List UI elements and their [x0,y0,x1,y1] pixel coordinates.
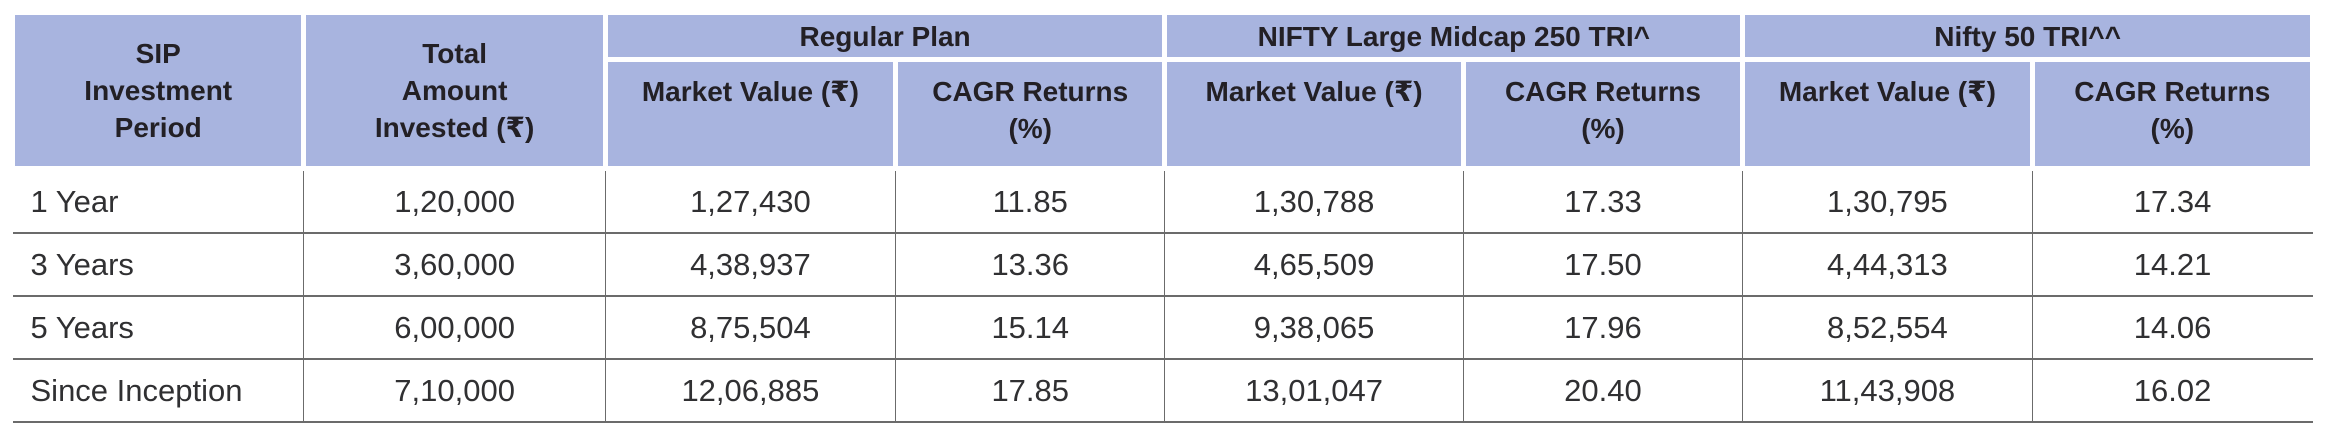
cell-nifty50-market-value: 8,52,554 [1742,296,2033,360]
header-group-nifty-50-tri: Nifty 50 TRI^^ [1740,10,2315,62]
cell-regular-market-value: 12,06,885 [604,359,897,423]
cell-regular-market-value: 8,75,504 [604,296,897,360]
cell-total-invested: 6,00,000 [303,296,606,360]
header-total-amount-invested: Total Amount Invested (₹) [301,10,608,171]
table-header: SIP Investment Period Total Amount Inves… [9,10,2316,171]
cell-nifty-lm250-cagr: 17.33 [1462,168,1744,234]
sip-performance-table: SIP Investment Period Total Amount Inves… [9,10,2316,423]
cell-nifty-lm250-market-value: 1,30,788 [1164,168,1464,234]
cell-nifty50-cagr: 16.02 [2031,359,2313,423]
header-sip-investment-period: SIP Investment Period [9,10,307,171]
cell-regular-market-value: 1,27,430 [604,168,897,234]
cell-period: 1 Year [12,168,305,234]
header-group-regular-plan: Regular Plan [602,10,1168,62]
header-group-row: SIP Investment Period Total Amount Inves… [9,10,2315,171]
cell-nifty-lm250-market-value: 13,01,047 [1164,359,1464,423]
cell-total-invested: 3,60,000 [303,233,606,297]
header-regular-cagr-returns: CAGR Returns (%) [893,57,1168,171]
header-nifty-lm250-cagr-returns: CAGR Returns (%) [1460,57,1746,171]
cell-nifty-lm250-cagr: 17.50 [1462,233,1744,297]
cell-nifty-lm250-market-value: 4,65,509 [1164,233,1464,297]
cell-regular-market-value: 4,38,937 [604,233,897,297]
cell-regular-cagr: 15.14 [895,296,1166,360]
cell-nifty50-cagr: 17.34 [2031,168,2313,234]
cell-nifty-lm250-cagr: 20.40 [1462,359,1744,423]
cell-nifty50-market-value: 4,44,313 [1742,233,2033,297]
cell-total-invested: 1,20,000 [303,168,606,234]
cell-regular-cagr: 11.85 [895,168,1166,234]
cell-regular-cagr: 17.85 [895,359,1166,423]
header-nifty50-cagr-returns: CAGR Returns (%) [2029,57,2316,171]
header-nifty-lm250-market-value: Market Value (₹) [1162,57,1466,171]
table-body: 1 Year 1,20,000 1,27,430 11.85 1,30,788 … [12,168,2313,423]
cell-period: 5 Years [12,296,305,360]
cell-nifty50-cagr: 14.21 [2031,233,2313,297]
cell-nifty50-cagr: 14.06 [2031,296,2313,360]
table-row-5-years: 5 Years 6,00,000 8,75,504 15.14 9,38,065… [12,296,2313,360]
cell-total-invested: 7,10,000 [303,359,606,423]
table-row-since-inception: Since Inception 7,10,000 12,06,885 17.85… [12,359,2313,423]
cell-regular-cagr: 13.36 [895,233,1166,297]
cell-period: Since Inception [12,359,305,423]
table-row-1-year: 1 Year 1,20,000 1,27,430 11.85 1,30,788 … [12,168,2313,234]
cell-period: 3 Years [12,233,305,297]
header-nifty50-market-value: Market Value (₹) [1740,57,2035,171]
header-sub-row: Market Value (₹) CAGR Returns (%) Market… [13,57,2316,171]
cell-nifty50-market-value: 11,43,908 [1742,359,2033,423]
cell-nifty-lm250-market-value: 9,38,065 [1164,296,1464,360]
header-regular-market-value: Market Value (₹) [602,57,899,171]
cell-nifty50-market-value: 1,30,795 [1742,168,2033,234]
header-group-nifty-large-midcap-250-tri: NIFTY Large Midcap 250 TRI^ [1162,10,1746,62]
table-row-3-years: 3 Years 3,60,000 4,38,937 13.36 4,65,509… [12,233,2313,297]
cell-nifty-lm250-cagr: 17.96 [1462,296,1744,360]
